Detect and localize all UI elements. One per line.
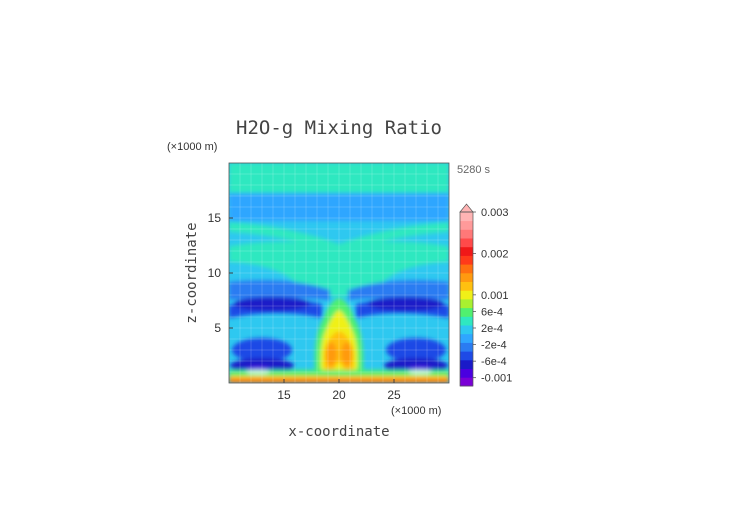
x-unit-label: (×1000 m) [391, 405, 441, 417]
colorbar-swatch [460, 281, 473, 291]
time-label: 5280 s [457, 164, 491, 176]
x-tick-label: 20 [332, 388, 346, 402]
x-tick-label: 15 [277, 388, 291, 402]
chart-title: H2O-g Mixing Ratio [236, 117, 442, 139]
colorbar-swatch [460, 342, 473, 352]
x-tick-label: 25 [387, 388, 401, 402]
y-ticks: 5 10 15 [208, 211, 233, 335]
colorbar-swatch [460, 333, 473, 343]
colorbar: 0.003 0.002 0.001 6e-4 2e-4 -2e-4 -6e-4 -0.001 [459, 203, 512, 387]
y-unit-label: (×1000 m) [167, 141, 217, 153]
colorbar-label: 6e-4 [481, 306, 503, 318]
colorbar-swatch [460, 238, 473, 248]
colorbar-extend-arrow [459, 203, 474, 213]
colorbar-frame [459, 211, 474, 387]
colorbar-swatch [460, 368, 473, 378]
colorbar-swatch [460, 325, 473, 335]
colorbar-swatch [460, 264, 473, 274]
colorbar-swatch [460, 246, 473, 256]
y-tick-label: 10 [208, 266, 222, 280]
colorbar-label: -2e-4 [481, 340, 507, 352]
colorbar-label: -6e-4 [481, 356, 507, 368]
colorbar-label: -0.001 [481, 373, 512, 385]
colorbar-swatch [460, 229, 473, 239]
colorbar-swatch [460, 290, 473, 300]
colorbar-label: 0.001 [481, 290, 509, 302]
y-tick-label: 5 [214, 321, 221, 335]
y-axis-label: z-coordinate [184, 222, 200, 323]
grid-lines [229, 163, 449, 383]
x-axis-label: x-coordinate [288, 424, 389, 440]
colorbar-swatch [460, 316, 473, 326]
colorbar-swatch [460, 299, 473, 309]
plot-area [229, 163, 449, 383]
colorbar-swatch [460, 220, 473, 230]
colorbar-label: 0.003 [481, 207, 509, 219]
colorbar-swatch [460, 377, 473, 387]
colorbar-label: 2e-4 [481, 323, 503, 335]
colorbar-swatch [460, 359, 473, 369]
colorbar-swatch [460, 351, 473, 361]
colorbar-swatch [460, 212, 473, 222]
x-ticks: 15 20 25 [277, 379, 401, 402]
colorbar-swatch [460, 255, 473, 265]
y-tick-label: 15 [208, 211, 222, 225]
colorbar-swatch [460, 307, 473, 317]
colorbar-label: 0.002 [481, 248, 509, 260]
colorbar-swatch [460, 272, 473, 282]
